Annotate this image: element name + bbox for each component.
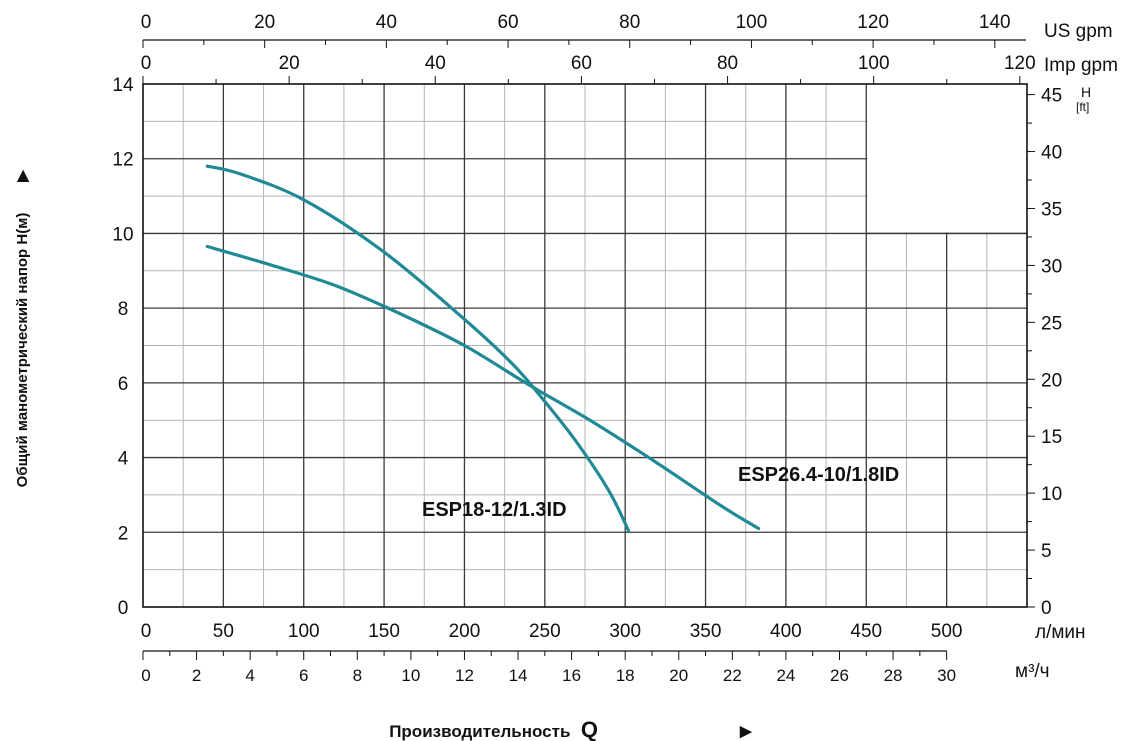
curves bbox=[205, 164, 761, 533]
x-tick-label: 250 bbox=[529, 621, 561, 642]
m3h-tick-label: 8 bbox=[353, 666, 362, 685]
x-tick-label: 300 bbox=[609, 621, 641, 642]
y-tick-label: 6 bbox=[118, 374, 129, 395]
imp-gpm-tick-label: 100 bbox=[858, 53, 890, 74]
y-tick-label: 2 bbox=[118, 523, 129, 544]
ft-tick-label: 20 bbox=[1041, 370, 1062, 391]
x-tick-label: 200 bbox=[449, 621, 481, 642]
grid bbox=[143, 84, 1027, 607]
y-tick-label: 12 bbox=[112, 150, 133, 171]
m3h-tick-label: 20 bbox=[669, 666, 688, 685]
ft-tick-label: 10 bbox=[1041, 484, 1062, 505]
m3h-tick-label: 24 bbox=[776, 666, 795, 685]
m3h-tick-label: 12 bbox=[455, 666, 474, 685]
ft-tick-label: 25 bbox=[1041, 313, 1062, 334]
imp-gpm-tick-label: 40 bbox=[425, 53, 446, 74]
m3h-tick-label: 16 bbox=[562, 666, 581, 685]
ft-unit-label-top: H bbox=[1081, 84, 1091, 100]
x-tick-label: 100 bbox=[288, 621, 320, 642]
series-line-esp26 bbox=[205, 244, 761, 531]
us-gpm-tick-label: 0 bbox=[141, 12, 152, 33]
y-tick-label: 10 bbox=[112, 224, 133, 245]
us-gpm-tick-label: 140 bbox=[979, 12, 1011, 33]
m3h-tick-label: 0 bbox=[141, 666, 150, 685]
ft-tick-label: 0 bbox=[1041, 598, 1052, 619]
m3h-tick-label: 4 bbox=[245, 666, 254, 685]
x-tick-label: 400 bbox=[770, 621, 802, 642]
m3h-tick-label: 10 bbox=[401, 666, 420, 685]
ft-unit-label-bottom: [ft] bbox=[1076, 100, 1089, 114]
ft-tick-label: 5 bbox=[1041, 541, 1052, 562]
ft-tick-label: 45 bbox=[1041, 86, 1062, 107]
m3h-tick-label: 2 bbox=[192, 666, 201, 685]
x-axis-title-text: Производительность bbox=[389, 722, 570, 741]
x-axis-title: Производительность Q bbox=[389, 717, 598, 741]
legend-box bbox=[866, 85, 1027, 235]
us-gpm-unit-label: US gpm bbox=[1044, 21, 1113, 42]
curve-label-esp18: ESP18-12/1.3ID bbox=[422, 499, 567, 521]
m3h-tick-label: 18 bbox=[616, 666, 635, 685]
us-gpm-tick-label: 20 bbox=[254, 12, 275, 33]
series-line-esp18 bbox=[205, 164, 630, 533]
m3h-tick-label: 26 bbox=[830, 666, 849, 685]
y-tick-label: 4 bbox=[118, 449, 129, 470]
imp-gpm-tick-label: 60 bbox=[571, 53, 592, 74]
ft-tick-label: 40 bbox=[1041, 143, 1062, 164]
imp-gpm-unit-label: Imp gpm bbox=[1044, 55, 1118, 76]
y-axis-arrow: ▶ bbox=[14, 169, 31, 183]
ft-tick-label: 35 bbox=[1041, 199, 1062, 220]
x-tick-label: 50 bbox=[213, 621, 234, 642]
x-tick-label: 350 bbox=[690, 621, 722, 642]
plot-frame bbox=[142, 83, 1028, 608]
ft-tick-label: 30 bbox=[1041, 256, 1062, 277]
us-gpm-tick-label: 120 bbox=[857, 12, 889, 33]
legend-area bbox=[867, 85, 1026, 233]
us-gpm-tick-label: 80 bbox=[619, 12, 640, 33]
m3h-tick-label: 6 bbox=[299, 666, 308, 685]
curve-label-esp26: ESP26.4-10/1.8ID bbox=[738, 464, 899, 486]
us-gpm-tick-label: 40 bbox=[376, 12, 397, 33]
y-axis-title: Общий манометрический напор H(м) bbox=[14, 213, 31, 488]
x-tick-label: 0 bbox=[141, 621, 152, 642]
imp-gpm-tick-label: 120 bbox=[1004, 53, 1036, 74]
y-tick-label: 14 bbox=[112, 75, 134, 96]
x-unit-label: л/мин bbox=[1035, 622, 1086, 643]
imp-gpm-tick-label: 80 bbox=[717, 53, 738, 74]
axes bbox=[142, 39, 1035, 660]
x-tick-label: 450 bbox=[850, 621, 882, 642]
y-tick-label: 8 bbox=[118, 299, 129, 320]
imp-gpm-tick-label: 0 bbox=[141, 53, 152, 74]
y-tick-label: 0 bbox=[118, 598, 129, 619]
m3h-tick-label: 22 bbox=[723, 666, 742, 685]
x-axis-arrow: ▶ bbox=[739, 723, 753, 740]
m3h-unit-label: м³/ч bbox=[1015, 661, 1050, 682]
x-tick-label: 150 bbox=[368, 621, 400, 642]
ft-tick-label: 15 bbox=[1041, 427, 1062, 448]
us-gpm-tick-label: 100 bbox=[736, 12, 768, 33]
x-axis-title-symbol: Q bbox=[581, 717, 598, 741]
x-tick-label: 500 bbox=[931, 621, 963, 642]
us-gpm-tick-label: 60 bbox=[497, 12, 518, 33]
imp-gpm-tick-label: 20 bbox=[279, 53, 300, 74]
m3h-tick-label: 14 bbox=[509, 666, 528, 685]
m3h-tick-label: 28 bbox=[884, 666, 903, 685]
m3h-tick-label: 30 bbox=[937, 666, 956, 685]
